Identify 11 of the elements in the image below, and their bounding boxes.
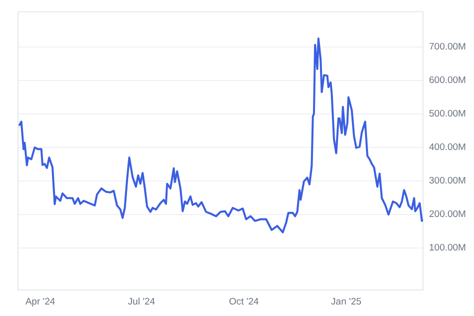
y-tick-label: 700.00M: [429, 42, 466, 53]
x-tick-label: Apr '24: [25, 296, 56, 308]
x-tick-label: Jul '24: [128, 296, 156, 308]
y-tick-label: 600.00M: [429, 75, 466, 86]
y-tick-label: 100.00M: [429, 242, 466, 254]
x-tick-label: Jan '25: [331, 296, 362, 308]
y-tick-label: 500.00M: [429, 108, 466, 120]
x-tick-label: Oct '24: [228, 296, 259, 308]
y-tick-label: 200.00M: [429, 209, 466, 220]
y-tick-label: 400.00M: [429, 142, 466, 154]
y-tick-label: 300.00M: [429, 176, 466, 187]
